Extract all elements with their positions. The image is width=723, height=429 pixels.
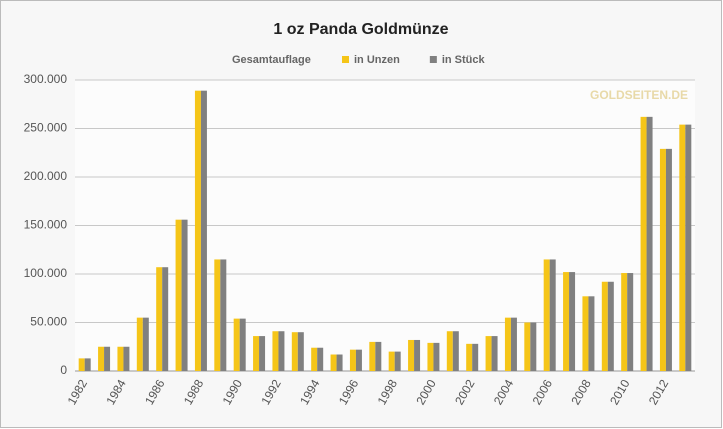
bar xyxy=(433,342,440,371)
bar xyxy=(485,336,492,371)
bar xyxy=(543,259,550,371)
bar xyxy=(369,341,376,371)
y-tick-label: 50.000 xyxy=(30,315,67,329)
bar xyxy=(563,272,570,371)
legend-swatch xyxy=(342,56,349,63)
bar xyxy=(627,273,634,371)
bar xyxy=(408,339,415,371)
bar xyxy=(123,346,130,371)
bar xyxy=(621,273,628,371)
bar xyxy=(679,124,686,372)
y-tick-label: 0 xyxy=(60,363,67,377)
bar xyxy=(349,349,356,371)
bar xyxy=(549,259,556,371)
y-tick-label: 150.000 xyxy=(24,218,68,232)
legend-title: Gesamtauflage xyxy=(232,54,311,66)
bar xyxy=(388,351,395,371)
bar xyxy=(640,116,647,371)
bar xyxy=(311,347,318,371)
bar xyxy=(317,347,324,371)
bar xyxy=(355,349,362,371)
bar xyxy=(104,346,111,371)
bar xyxy=(278,331,285,371)
chart-title: 1 oz Panda Goldmünze xyxy=(273,21,448,38)
bar xyxy=(466,343,473,371)
watermark: GOLDSEITEN.DE xyxy=(590,88,688,102)
bar xyxy=(375,341,382,371)
bar xyxy=(665,148,672,371)
bar xyxy=(452,331,459,371)
bar xyxy=(601,281,608,371)
bar xyxy=(162,267,169,371)
bar xyxy=(98,346,105,371)
bar xyxy=(291,332,298,371)
bar xyxy=(239,318,246,371)
y-tick-label: 100.000 xyxy=(24,266,68,280)
legend-label: in Stück xyxy=(442,54,486,66)
bar xyxy=(200,90,207,372)
bar xyxy=(524,322,531,371)
bar xyxy=(117,346,124,371)
bar xyxy=(78,358,85,371)
bar xyxy=(233,318,240,371)
y-tick-label: 300.000 xyxy=(24,72,68,86)
bar xyxy=(414,339,421,371)
bar xyxy=(175,219,182,371)
bar xyxy=(510,317,517,371)
bar xyxy=(336,354,343,371)
y-tick-label: 250.000 xyxy=(24,121,68,135)
bar xyxy=(646,116,653,371)
bar xyxy=(427,342,434,371)
bar xyxy=(330,354,337,371)
bar xyxy=(220,259,227,371)
bar xyxy=(297,332,304,371)
bar xyxy=(84,358,91,371)
bar xyxy=(259,336,266,371)
bar xyxy=(181,219,188,371)
bar xyxy=(472,343,479,371)
bar xyxy=(446,331,453,371)
bar xyxy=(685,124,692,372)
y-tick-label: 200.000 xyxy=(24,169,68,183)
legend-swatch xyxy=(429,56,437,63)
bar xyxy=(569,272,576,371)
bar xyxy=(530,322,537,371)
bar xyxy=(607,281,614,371)
bar xyxy=(659,148,666,371)
bar xyxy=(142,317,149,371)
bar xyxy=(588,296,595,371)
bar xyxy=(582,296,589,371)
bar xyxy=(214,259,221,371)
legend-label: in Unzen xyxy=(354,54,400,66)
bar xyxy=(272,331,279,371)
bar xyxy=(136,317,143,371)
bar xyxy=(491,336,498,371)
bar xyxy=(394,351,401,371)
bar xyxy=(194,90,201,372)
bar xyxy=(156,267,163,371)
bar xyxy=(253,336,260,371)
bar xyxy=(504,317,511,371)
